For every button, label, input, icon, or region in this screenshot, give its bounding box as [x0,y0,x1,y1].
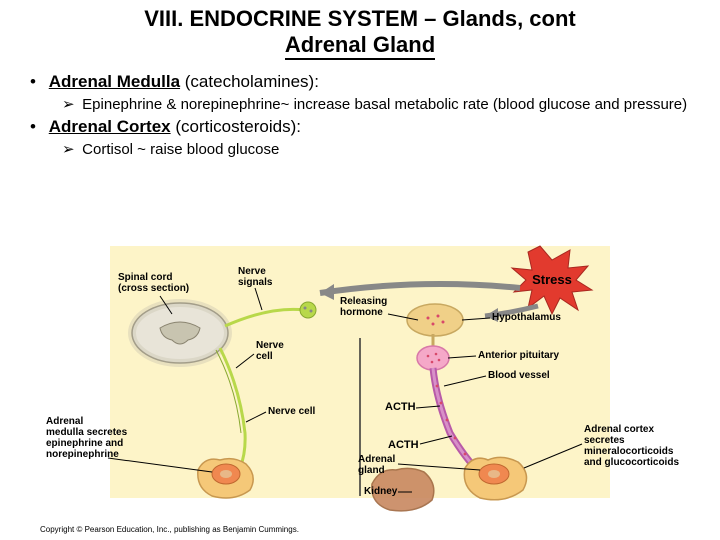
anatomy-diagram: Stress Spinal cord(cross section) Nerves… [40,238,680,518]
cortex-rest: (corticosteroids): [171,117,301,136]
bullet-cortex-sub: ➢ Cortisol ~ raise blood glucose [22,140,698,158]
bullet-cortex: • Adrenal Cortex (corticosteroids): [22,117,698,137]
acth2-label: ACTH [388,439,419,451]
nerve-cell2-label: Nerve cell [268,406,315,417]
kidney-label: Kidney [364,486,398,497]
medulla-rest: (catecholamines): [180,72,319,91]
vessel-label: Blood vessel [488,370,550,381]
title-line1: VIII. ENDOCRINE SYSTEM – Glands, cont [20,6,700,32]
hypothalamus-label: Hypothalamus [492,312,561,323]
bullet-mark: • [30,117,44,137]
left-kidney-group [198,459,253,498]
sub-mark: ➢ [62,140,78,158]
hypothalamus [407,304,463,336]
releasing-label: Releasinghormone [340,296,387,318]
medulla-bold: Adrenal Medulla [49,72,180,91]
cortex-sub-text: Cortisol ~ raise blood glucose [82,141,279,158]
right-caption: Adrenal cortexsecretesmineralocorticoids… [584,424,679,468]
anterior-label: Anterior pituitary [478,350,560,361]
spinal-cord [132,303,228,363]
copyright-text: Copyright © Pearson Education, Inc., pub… [40,525,299,534]
slide-title: VIII. ENDOCRINE SYSTEM – Glands, cont Ad… [0,0,720,62]
bullet-list: • Adrenal Medulla (catecholamines): ➢ Ep… [0,62,720,162]
bullet-mark: • [30,72,44,92]
cortex-bold: Adrenal Cortex [49,117,171,136]
title-line2: Adrenal Gland [285,32,435,60]
bullet-medulla-sub: ➢ Epinephrine & norepinephrine~ increase… [22,95,698,113]
sub-mark: ➢ [62,95,78,113]
bullet-medulla: • Adrenal Medulla (catecholamines): [22,72,698,92]
medulla-sub-text: Epinephrine & norepinephrine~ increase b… [82,96,687,113]
diagram-svg: Stress Spinal cord(cross section) Nerves… [40,238,680,518]
acth1-label: ACTH [385,401,416,413]
stress-label: Stress [532,272,572,287]
